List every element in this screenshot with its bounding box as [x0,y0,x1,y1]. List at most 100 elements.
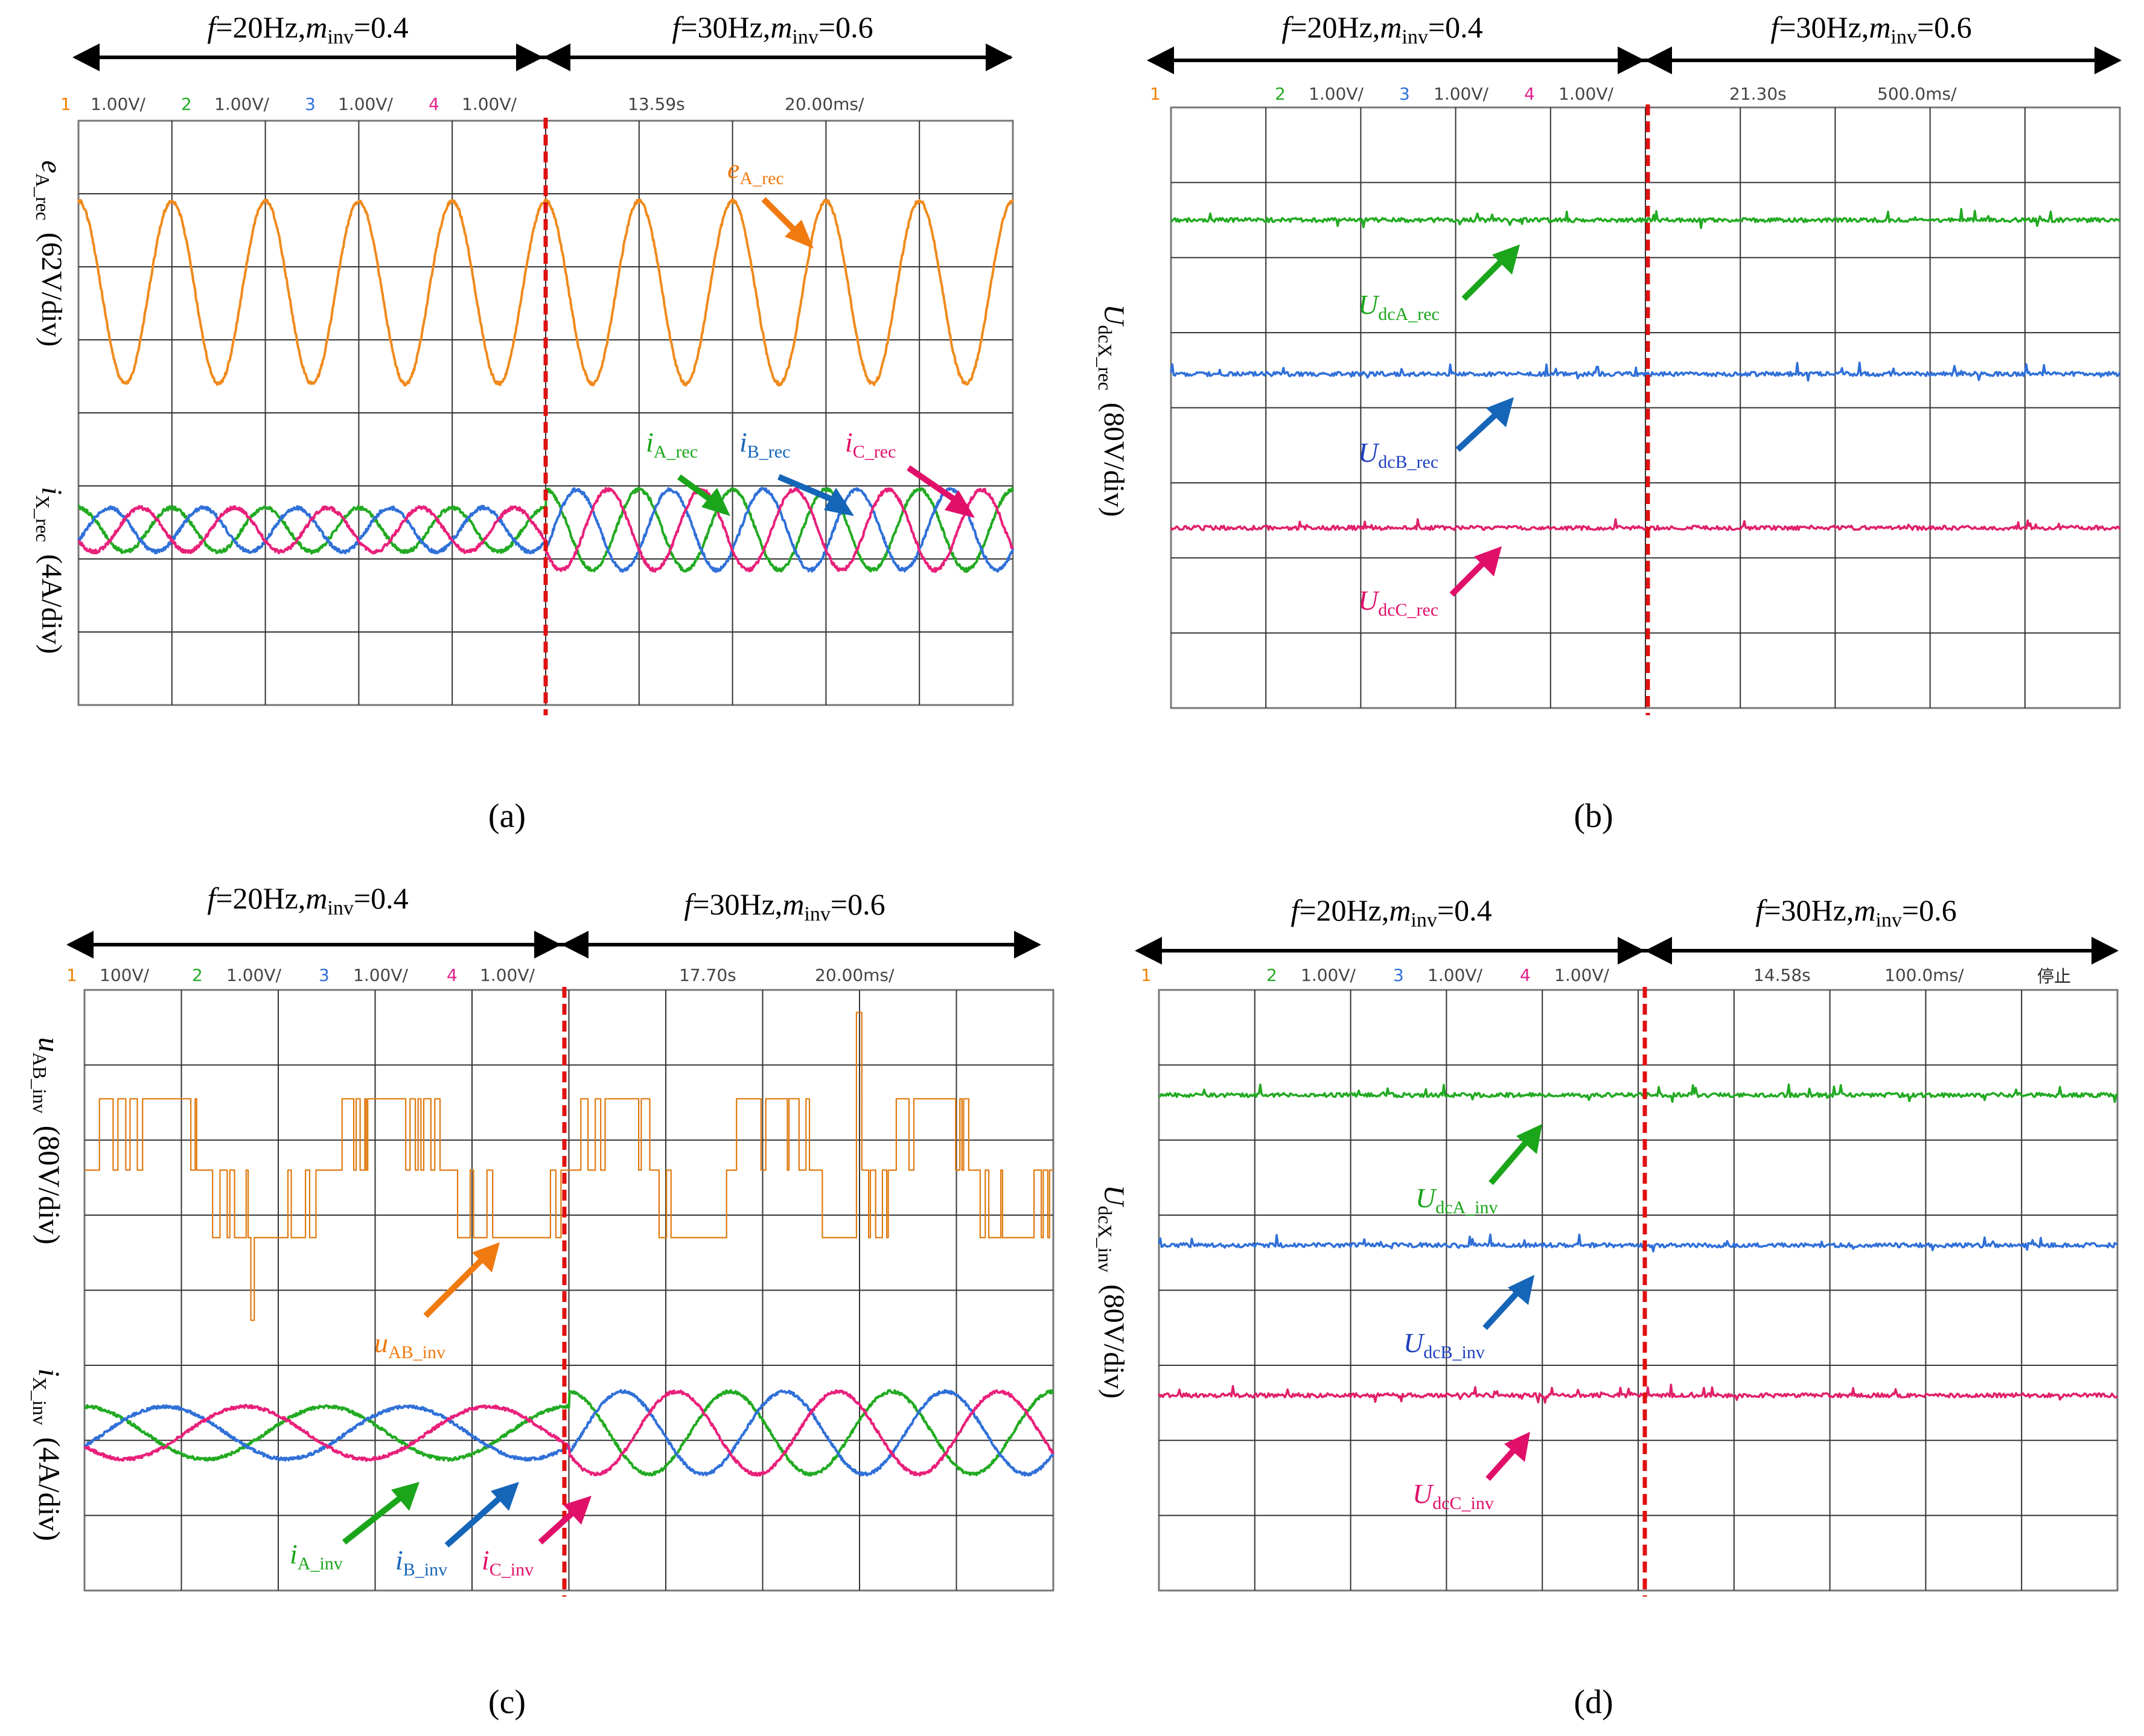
condition-right-a: f=30Hz,minv=0.6 [672,10,873,48]
scope-header-b: 1 2 1.00V/ 3 1.00V/ 4 1.00V/ 21.30s 500.… [1150,84,1957,104]
condition-left-a: f=20Hz,minv=0.4 [207,10,408,48]
arrow-right-a [543,43,1013,71]
scope-ch-label: 4 [1524,84,1535,104]
scope-grid-b [1171,107,2120,708]
scope-ch-label: 1 [1141,965,1152,985]
ylabel-bottom-c: iX_inv(4A/div) [29,1368,66,1541]
annotation-iC-rec: iC_rec [845,427,975,518]
waveform-U_dcB_rec [1170,361,2121,382]
arrow-right-d [1645,937,2119,965]
ylabel-d: UdcX_inv(80V/div) [1094,1185,1130,1399]
annotation-UdcB-inv: UdcB_inv [1403,1275,1534,1362]
scope-header-a: 1 1.00V/ 2 1.00V/ 3 1.00V/ 4 1.00V/ 13.5… [60,94,864,114]
annotation-UdcA-inv: UdcA_inv [1415,1124,1542,1217]
condition-left-b: f=20Hz,minv=0.4 [1281,10,1482,48]
scope-ch-label: 3 [1399,84,1410,104]
scope-scale-label: 1.00V/ [226,965,281,985]
waveforms-d [1158,1083,2119,1404]
scope-timebase: 20.00ms/ [815,965,895,985]
waveform-i_C_inv [83,1389,1054,1477]
scope-ch-label: 3 [319,965,330,985]
scope-ch-label: 2 [1275,84,1286,104]
scope-ch-label: 3 [305,94,316,114]
waveforms-b [1170,208,2121,531]
svg-text:UdcA_inv: UdcA_inv [1415,1182,1498,1217]
annotation-iB-inv: iB_inv [395,1482,519,1580]
scope-status: 停止 [2037,966,2071,986]
scope-scale-label: 1.00V/ [1559,84,1613,104]
scope-scale-label: 100V/ [100,965,150,985]
condition-left-d: f=20Hz,minv=0.4 [1291,893,1492,931]
waveforms-c [83,1012,1054,1477]
annotation-iA-rec: iA_rec [646,427,730,516]
svg-text:uAB_inv: uAB_inv [374,1327,445,1362]
scope-scale-label: 1.00V/ [1434,84,1488,104]
waveform-i_C_rec [77,487,1014,573]
panel-tag-a: (a) [488,797,526,835]
scope-scale-label: 1.00V/ [91,94,145,114]
annotation-UdcB-rec: UdcB_rec [1358,397,1514,472]
scope-header-d: 1 2 1.00V/ 3 1.00V/ 4 1.00V/ 14.58s 100.… [1141,965,2071,986]
panel-tag-c: (c) [488,1683,526,1721]
svg-text:UdcC_inv: UdcC_inv [1412,1478,1494,1513]
panel-c: f=20Hz,minv=0.4 f=30Hz,minv=0.6 1 100V/ … [29,881,1054,1721]
waveform-U_dcA_rec [1170,208,2121,229]
scope-scale-label: 1.00V/ [462,94,517,114]
ylabel-bottom-a: iX_rec(4A/div) [32,487,68,654]
panel-d: f=20Hz,minv=0.4 f=30Hz,minv=0.6 1 2 1.00… [1094,893,2119,1721]
scope-acq-time: 17.70s [679,965,736,985]
svg-text:iC_inv: iC_inv [482,1545,534,1580]
condition-left-c: f=20Hz,minv=0.4 [207,881,408,919]
scope-ch-label: 4 [429,94,439,114]
scope-scale-label: 1.00V/ [338,94,393,114]
ylabel-top-c: uAB_inv(80V/div) [29,1037,66,1245]
waveform-U_dcB_inv [1158,1233,2118,1253]
annotation-iA-inv: iA_inv [290,1482,420,1574]
scope-scale-label: 1.00V/ [214,94,269,114]
scope-scale-label: 1.00V/ [1309,84,1364,104]
panel-tag-d: (d) [1574,1683,1613,1721]
scope-ch-label: 2 [181,94,192,114]
panel-a: f=20Hz,minv=0.4 f=30Hz,minv=0.6 1 1.00V/… [32,10,1014,835]
scope-header-c: 1 100V/ 2 1.00V/ 3 1.00V/ 4 1.00V/ 17.70… [66,965,895,985]
arrow-left-b [1147,46,1645,74]
scope-scale-label: 1.00V/ [353,965,408,985]
scope-scale-label: 1.00V/ [1428,965,1482,985]
waveform-U_dcC_rec [1170,518,2121,531]
scope-acq-time: 14.58s [1753,965,1811,985]
waveform-u_AB_inv [85,1012,1053,1321]
condition-right-b: f=30Hz,minv=0.6 [1770,10,1971,48]
arrow-right-c [561,931,1041,959]
arrow-left-d [1135,937,1645,965]
annotation-iC-inv: iC_inv [482,1496,592,1580]
scope-timebase: 20.00ms/ [785,94,864,114]
scope-ch-label: 1 [66,965,77,985]
scope-scale-label: 1.00V/ [1301,965,1356,985]
scope-ch-label: 2 [1266,965,1277,985]
panel-b: f=20Hz,minv=0.4 f=30Hz,minv=0.6 1 2 1.00… [1094,10,2122,835]
annotation-UdcC-rec: UdcC_rec [1358,546,1502,620]
annotation-uAB-inv: uAB_inv [374,1242,500,1362]
svg-text:iB_rec: iB_rec [739,427,790,462]
annotation-UdcC-inv: UdcC_inv [1412,1432,1530,1513]
ylabel-b: UdcX_rec(80V/div) [1094,304,1130,517]
scope-scale-label: 1.00V/ [1554,965,1609,985]
svg-text:iA_rec: iA_rec [646,427,698,462]
scope-timebase: 100.0ms/ [1884,965,1964,985]
scope-scale-label: 1.00V/ [480,965,535,985]
scope-ch-label: 4 [1520,965,1531,985]
scope-ch-label: 2 [192,965,203,985]
waveform-e_A_rec [77,198,1014,387]
annotation-iB-rec: iB_rec [739,427,854,516]
annotation-UdcA-rec: UdcA_rec [1358,244,1520,324]
scope-ch-label: 3 [1393,965,1404,985]
waveform-U_dcA_inv [1158,1083,2119,1103]
svg-text:iB_inv: iB_inv [395,1545,447,1580]
scope-acq-time: 21.30s [1729,84,1787,104]
waveform-U_dcC_inv [1158,1383,2119,1404]
condition-right-c: f=30Hz,minv=0.6 [684,887,885,925]
svg-text:UdcC_rec: UdcC_rec [1358,585,1438,620]
condition-right-d: f=30Hz,minv=0.6 [1755,893,1956,931]
svg-text:UdcB_inv: UdcB_inv [1403,1327,1485,1362]
